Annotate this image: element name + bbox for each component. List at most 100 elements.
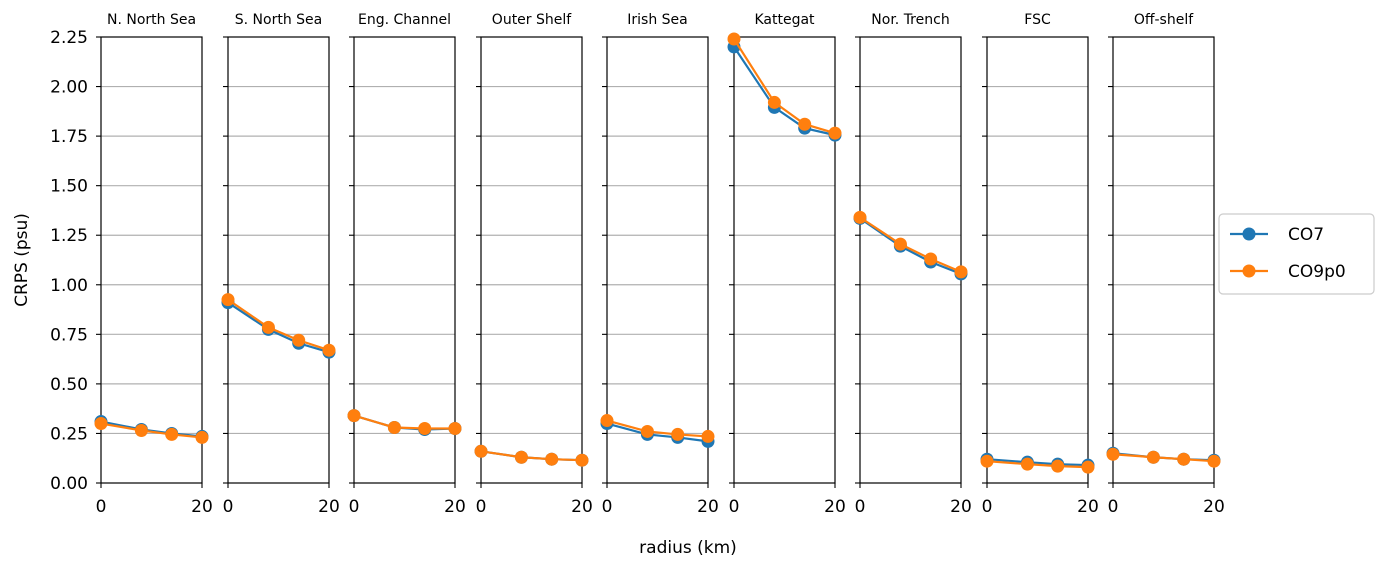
panel-title: S. North Sea (235, 12, 322, 28)
panel-title: Kattegat (754, 12, 815, 28)
y-axis-label: CRPS (psu) (12, 213, 32, 307)
x-tick-label: 0 (223, 497, 234, 517)
data-point (387, 420, 401, 434)
series-line (733, 46, 836, 137)
panel-frame (480, 36, 583, 484)
x-tick-label: 20 (191, 497, 213, 517)
data-point (448, 421, 462, 435)
y-tick-label: 0.50 (50, 375, 88, 395)
legend-label: CO9p0 (1288, 262, 1346, 282)
gridlines (101, 85, 1214, 435)
y-tick-label: 2.25 (50, 28, 88, 48)
data-point (221, 293, 235, 307)
panel-frame (227, 36, 330, 484)
legend-marker (1242, 227, 1256, 241)
data-point (924, 252, 938, 266)
data-point (893, 237, 907, 251)
series-line (100, 422, 203, 439)
y-tick-label: 1.50 (50, 177, 88, 197)
data-point (1207, 454, 1221, 468)
panel-title: Outer Shelf (492, 12, 572, 28)
data-point (347, 409, 361, 423)
data-point (474, 444, 488, 458)
data-point (1051, 459, 1065, 473)
data-point (514, 450, 528, 464)
series-layer (94, 32, 1221, 474)
series-line (227, 301, 330, 354)
panel-frame (986, 36, 1089, 484)
text-layer: 0 20 N. North Sea 0 20 S. North Sea 0 20 Eng. Ch… (12, 12, 1225, 558)
x-tick-label: 20 (824, 497, 846, 517)
data-point (418, 421, 432, 435)
data-point (980, 454, 994, 468)
data-point (798, 117, 812, 131)
data-point (94, 417, 108, 431)
data-point (1106, 447, 1120, 461)
data-point (292, 333, 306, 347)
panel-title: Eng. Channel (358, 12, 451, 28)
x-tick-label: 0 (96, 497, 107, 517)
series-line (606, 422, 709, 443)
series-line (859, 216, 962, 273)
series-line (986, 458, 1089, 467)
x-tick-label: 0 (729, 497, 740, 517)
legend: CO7 CO9p0 (1218, 213, 1375, 295)
series-line (606, 419, 709, 438)
series-line (733, 38, 836, 135)
data-point (701, 429, 715, 443)
data-point (134, 423, 148, 437)
series-line (480, 450, 583, 462)
legend-marker (1242, 264, 1256, 278)
series-line (1112, 453, 1215, 463)
panel-frame (606, 36, 709, 484)
panel-frame (733, 36, 836, 484)
data-point (954, 265, 968, 279)
x-tick-label: 0 (349, 497, 360, 517)
data-point (828, 126, 842, 140)
series-line (227, 298, 330, 352)
y-tick-label: 0.00 (50, 474, 88, 494)
y-tick-label: 1.75 (50, 127, 88, 147)
y-tick-label: 2.00 (50, 78, 88, 98)
y-tick-label: 0.75 (50, 325, 88, 345)
data-point (1146, 450, 1160, 464)
data-point (671, 427, 685, 441)
data-point (165, 427, 179, 441)
panel-frame (859, 36, 962, 484)
data-point (1081, 460, 1095, 474)
panel-frame (100, 36, 203, 484)
data-point (1177, 452, 1191, 466)
data-point (853, 210, 867, 224)
legend-label: CO7 (1288, 225, 1324, 245)
y-tick-label: 1.00 (50, 276, 88, 296)
panel-frame (353, 36, 456, 484)
data-point (1020, 457, 1034, 471)
x-tick-label: 0 (476, 497, 487, 517)
x-axis-label: radius (km) (639, 538, 737, 558)
panel-title: FSC (1024, 12, 1051, 28)
panel-title: Off-shelf (1134, 12, 1194, 28)
x-tick-label: 20 (1203, 497, 1225, 517)
series-line (859, 217, 962, 275)
x-tick-label: 20 (444, 497, 466, 517)
data-point (322, 343, 336, 357)
x-tick-label: 0 (982, 497, 993, 517)
data-point (727, 32, 741, 46)
series-line (986, 460, 1089, 469)
x-tick-label: 20 (318, 497, 340, 517)
panel-frame (1112, 36, 1215, 484)
y-tick-label: 1.25 (50, 226, 88, 246)
x-tick-label: 0 (855, 497, 866, 517)
panel-title: Irish Sea (627, 12, 687, 28)
data-point (195, 430, 209, 444)
x-tick-label: 0 (1108, 497, 1119, 517)
y-tick-label: 0.25 (50, 424, 88, 444)
x-tick-label: 0 (602, 497, 613, 517)
data-point (600, 414, 614, 428)
panel-title: N. North Sea (107, 12, 196, 28)
panel-title: Nor. Trench (871, 12, 949, 28)
data-point (640, 424, 654, 438)
data-point (261, 320, 275, 334)
